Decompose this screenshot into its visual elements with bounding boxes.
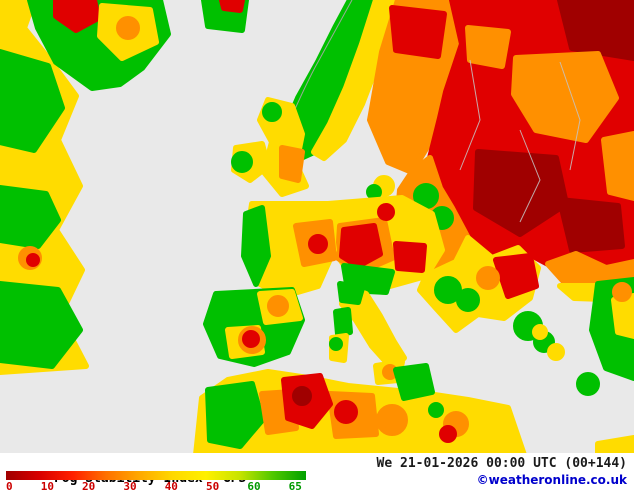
region-north-africa <box>193 363 634 453</box>
legend-tick: 40 <box>164 480 178 490</box>
region-scandinavia <box>277 0 465 200</box>
region-italy <box>329 281 407 385</box>
footer-right: We 21-01-2026 00:00 UTC (00+144) ©weathe… <box>377 456 627 487</box>
legend-colorbar: 0 10 20 30 40 50 60 65 <box>6 471 306 490</box>
legend-colorbar-gradient <box>6 471 306 480</box>
legend-tick: 0 <box>6 480 13 490</box>
region-british-isles <box>231 97 309 197</box>
legend-tick: 65 <box>288 480 302 490</box>
datetime-label: We 21-01-2026 00:00 UTC (00+144) <box>376 456 627 471</box>
map-area <box>0 0 634 453</box>
legend-ticks: 0 10 20 30 40 50 60 65 <box>6 481 302 490</box>
credit-link[interactable]: ©weatheronline.co.uk <box>476 473 627 487</box>
region-iceland-greenland <box>27 0 249 91</box>
europe-fog-index-map-svg <box>0 0 634 453</box>
legend-tick: 30 <box>123 480 137 490</box>
region-greece-turkey <box>513 277 634 396</box>
region-eastern-europe <box>427 0 634 271</box>
legend-tick: 10 <box>40 480 54 490</box>
region-balkans <box>417 235 634 333</box>
region-atlantic-west <box>0 0 89 375</box>
region-iberia <box>203 287 305 367</box>
legend-tick: 60 <box>247 480 261 490</box>
legend-tick: 20 <box>82 480 96 490</box>
legend-tick: 50 <box>206 480 220 490</box>
region-france <box>241 201 337 299</box>
